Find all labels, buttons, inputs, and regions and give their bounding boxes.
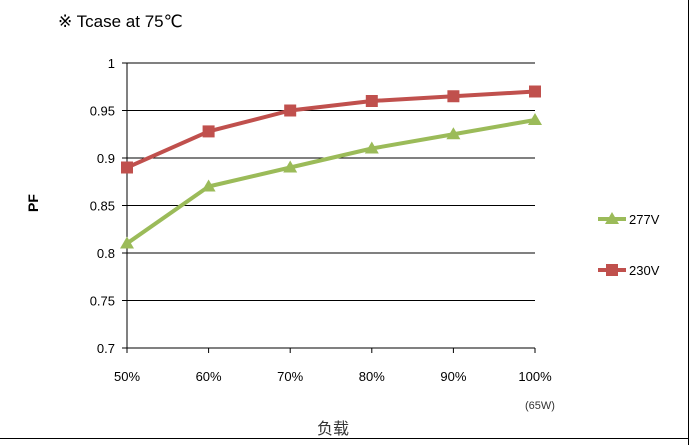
data-point (365, 95, 378, 107)
data-point (121, 161, 133, 174)
legend-label: 277V (629, 212, 660, 227)
y-tick-label: 0.8 (97, 246, 115, 261)
x-tick-label: 70% (277, 369, 303, 384)
series-line (125, 118, 536, 246)
data-point (529, 85, 541, 98)
x-tick-label: 100% (518, 369, 552, 384)
series-group (120, 85, 542, 249)
data-point (528, 113, 542, 125)
legend-item-230V: 230V (598, 263, 660, 278)
x-sublabel: (65W) (525, 400, 555, 412)
legend-item-277V: 277V (598, 212, 660, 227)
y-tick-label: 0.7 (97, 341, 115, 356)
y-tick-labels: 0.7 0.75 0.8 0.85 0.9 0.95 1 (90, 56, 115, 356)
axes (122, 62, 536, 353)
series-277V (120, 113, 542, 249)
x-tick-label: 50% (114, 369, 140, 384)
data-point (283, 160, 298, 173)
data-point (201, 179, 216, 192)
legend: 277V 230V (598, 212, 660, 278)
chart-title: ※ Tcase at 75℃ (58, 12, 183, 31)
y-tick-label: 1 (108, 56, 115, 71)
data-point (120, 236, 134, 249)
data-point (364, 141, 379, 154)
x-tick-label: 60% (196, 369, 222, 384)
data-point (284, 104, 297, 117)
legend-marker (606, 264, 618, 276)
right-border (688, 0, 689, 445)
y-tick-label: 0.95 (90, 104, 115, 119)
data-point (446, 127, 461, 140)
legend-label: 230V (629, 263, 660, 278)
x-tick-label: 90% (440, 369, 466, 384)
x-tick-labels: 50% 60% 70% 80% 90% 100% (114, 369, 552, 384)
gridlines (127, 62, 535, 301)
y-tick-label: 0.9 (97, 151, 115, 166)
y-tick-label: 0.75 (90, 294, 115, 309)
x-tick-label: 80% (359, 369, 385, 384)
y-tick-label: 0.85 (90, 199, 115, 214)
series-230V (121, 85, 541, 174)
x-axis-label: 负载 (317, 420, 349, 438)
legend-marker (605, 212, 619, 224)
y-axis-label: PF (25, 194, 41, 212)
data-point (202, 125, 215, 138)
data-point (447, 90, 460, 103)
bottom-border (0, 438, 689, 439)
series-line (126, 89, 536, 170)
